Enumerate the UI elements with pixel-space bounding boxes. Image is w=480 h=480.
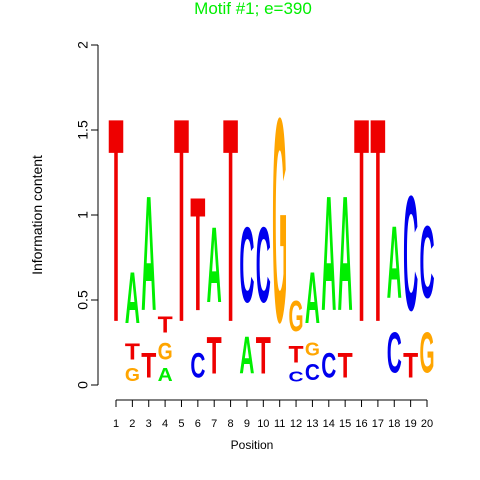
- x-tick-label: 18: [388, 418, 400, 430]
- x-tick-label: 4: [162, 418, 168, 430]
- letter: T: [403, 347, 418, 385]
- letter: T: [108, 57, 123, 383]
- y-tick-label: 2: [75, 41, 91, 49]
- x-tick-label: 10: [257, 418, 269, 430]
- chart-title: Motif #1; e=390: [194, 0, 312, 18]
- letter: T: [256, 326, 271, 385]
- x-tick-label: 17: [372, 418, 384, 430]
- letter: C: [321, 347, 336, 386]
- letter: A: [321, 161, 336, 345]
- x-tick-label: 9: [244, 418, 250, 430]
- letter: G: [125, 365, 140, 385]
- y-tick-label: 1: [75, 211, 91, 219]
- x-tick-label: 16: [355, 418, 367, 430]
- letter: G: [419, 321, 434, 385]
- x-tick-label: 6: [195, 418, 201, 430]
- letter: A: [239, 325, 254, 386]
- letter: T: [338, 347, 353, 385]
- letter: A: [207, 206, 222, 325]
- x-tick-label: 14: [323, 418, 335, 430]
- y-tick-label: 0.5: [75, 290, 91, 310]
- x-tick-label: 8: [228, 418, 234, 430]
- letter: T: [207, 326, 222, 385]
- letter: T: [223, 57, 238, 383]
- letter: T: [190, 163, 205, 345]
- x-tick-label: 7: [211, 418, 217, 430]
- x-tick-label: 15: [339, 418, 351, 430]
- y-axis-label: Information content: [29, 155, 45, 275]
- x-tick-label: 12: [290, 418, 302, 430]
- x-tick-label: 1: [113, 418, 119, 430]
- x-tick-label: 11: [274, 418, 285, 430]
- letter: G: [305, 339, 320, 359]
- letter: T: [289, 342, 304, 369]
- x-tick-label: 2: [129, 418, 135, 430]
- letter: C: [239, 206, 254, 325]
- x-tick-label: 19: [405, 418, 417, 430]
- letter: G: [158, 337, 173, 365]
- letter: A: [125, 258, 140, 340]
- letter: C: [387, 322, 402, 386]
- letter: A: [158, 365, 173, 385]
- letter: G: [272, 57, 287, 383]
- y-tick-label: 0: [75, 381, 91, 389]
- letter: T: [370, 57, 385, 383]
- letter: T: [125, 340, 141, 365]
- letter: A: [141, 161, 156, 345]
- letter: C: [403, 161, 418, 345]
- letter: C: [305, 359, 320, 385]
- letter: C: [256, 206, 271, 325]
- letter: C: [289, 368, 304, 385]
- letter: T: [158, 313, 174, 338]
- x-tick-label: 13: [306, 418, 318, 430]
- x-tick-label: 5: [178, 418, 184, 430]
- x-tick-label: 3: [146, 418, 152, 430]
- letter: G: [289, 292, 304, 341]
- y-tick-label: 1.5: [75, 120, 91, 140]
- letter: T: [174, 57, 189, 383]
- letter: A: [387, 205, 402, 320]
- x-tick-label: 20: [421, 418, 433, 430]
- letter: T: [141, 347, 156, 385]
- letter: T: [354, 57, 369, 383]
- letter: C: [419, 205, 434, 320]
- x-axis-label: Position: [231, 438, 274, 452]
- letter: A: [305, 258, 320, 340]
- letter: C: [190, 347, 205, 386]
- letter: A: [338, 161, 353, 345]
